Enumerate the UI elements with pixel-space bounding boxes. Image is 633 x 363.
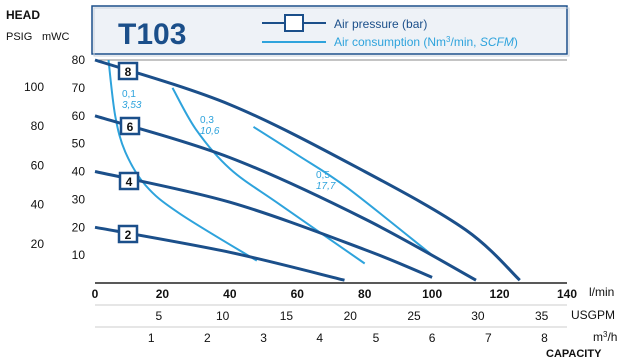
pressure-label-box — [117, 224, 139, 244]
ticks-layer: 0 20 40 60 80 100 120 140 5 10 15 20 25 30 35 1 2 3 4 5 6 7 8 1… — [24, 53, 577, 345]
usgpm-unit: USGPM — [571, 308, 615, 322]
y-tick-mwc: 60 — [72, 109, 86, 123]
y-tick-psig: 60 — [31, 158, 45, 172]
x-tick-usgpm: 5 — [155, 309, 162, 323]
consumption-curve — [252, 126, 433, 256]
pressure-label-text: 2 — [125, 228, 132, 242]
lmin-unit: l/min — [589, 285, 614, 299]
x-tick-lmin: 80 — [358, 287, 372, 301]
y-tick-psig: 100 — [24, 80, 44, 94]
y-tick-psig: 40 — [31, 198, 45, 212]
x-tick-usgpm: 15 — [280, 309, 294, 323]
pressure-curves — [94, 58, 521, 282]
legend-pressure-label: Air pressure (bar) — [334, 17, 427, 31]
y-tick-mwc: 10 — [72, 248, 86, 262]
header-box — [91, 5, 568, 55]
x-tick-usgpm: 35 — [535, 309, 549, 323]
x-tick-m3h: 5 — [373, 331, 380, 345]
x-tick-m3h: 1 — [148, 331, 155, 345]
x-tick-usgpm: 10 — [216, 309, 230, 323]
pressure-curve — [94, 58, 521, 282]
y-tick-mwc: 30 — [72, 192, 86, 206]
head-label: HEAD — [6, 8, 40, 22]
chart-title: T103 — [118, 18, 186, 51]
y-tick-mwc: 80 — [72, 53, 86, 67]
pressure-curve — [94, 114, 477, 282]
pressure-label-box — [117, 61, 139, 81]
x-tick-usgpm: 20 — [344, 309, 358, 323]
pressure-label-text: 8 — [125, 65, 132, 79]
m3h-unit: m3/h — [593, 330, 617, 344]
x-tick-lmin: 100 — [422, 287, 442, 301]
consumption-label-nm3: 0,1 — [122, 89, 136, 100]
y-tick-mwc: 20 — [72, 220, 86, 234]
legend-consumption-label: Air consumption (Nm3/min, SCFM) — [334, 35, 518, 49]
y-tick-psig: 20 — [31, 237, 45, 251]
pressure-label-text: 4 — [126, 175, 133, 189]
x-tick-m3h: 6 — [429, 331, 436, 345]
x-tick-lmin: 140 — [557, 287, 577, 301]
y-tick-mwc: 70 — [72, 81, 86, 95]
legend-pressure-marker — [284, 14, 304, 32]
x-tick-m3h: 2 — [204, 331, 211, 345]
pressure-label-box — [119, 116, 141, 136]
x-tick-lmin: 60 — [291, 287, 305, 301]
capacity-label: CAPACITY — [546, 348, 602, 360]
consumption-label-scfm: 3,53 — [122, 100, 142, 111]
x-tick-m3h: 4 — [316, 331, 323, 345]
x-tick-lmin: 120 — [490, 287, 510, 301]
consumption-label-scfm: 10,6 — [200, 126, 220, 137]
x-tick-m3h: 8 — [541, 331, 548, 345]
curve-labels: 8 6 4 2 0,13,53 0,310,6 0,517,7 — [117, 61, 336, 244]
y-tick-mwc: 50 — [72, 137, 86, 151]
pressure-label-box — [118, 171, 140, 191]
pressure-label-text: 6 — [127, 120, 134, 134]
x-tick-usgpm: 30 — [471, 309, 485, 323]
psig-label: PSIG — [6, 31, 32, 43]
consumption-label-nm3: 0,3 — [200, 115, 214, 126]
x-tick-lmin: 20 — [156, 287, 170, 301]
x-tick-m3h: 7 — [485, 331, 492, 345]
header-box-shadow — [93, 7, 570, 57]
consumption-label-scfm: 17,7 — [316, 181, 336, 192]
x-tick-lmin: 0 — [92, 287, 99, 301]
y-tick-psig: 80 — [31, 119, 45, 133]
x-tick-usgpm: 25 — [407, 309, 421, 323]
consumption-label-nm3: 0,5 — [316, 170, 330, 181]
x-tick-m3h: 3 — [260, 331, 267, 345]
mwc-label: mWC — [42, 31, 70, 43]
pressure-curve — [94, 170, 433, 279]
consumption-curves — [107, 59, 433, 265]
x-tick-lmin: 40 — [223, 287, 237, 301]
y-tick-mwc: 40 — [72, 165, 86, 179]
